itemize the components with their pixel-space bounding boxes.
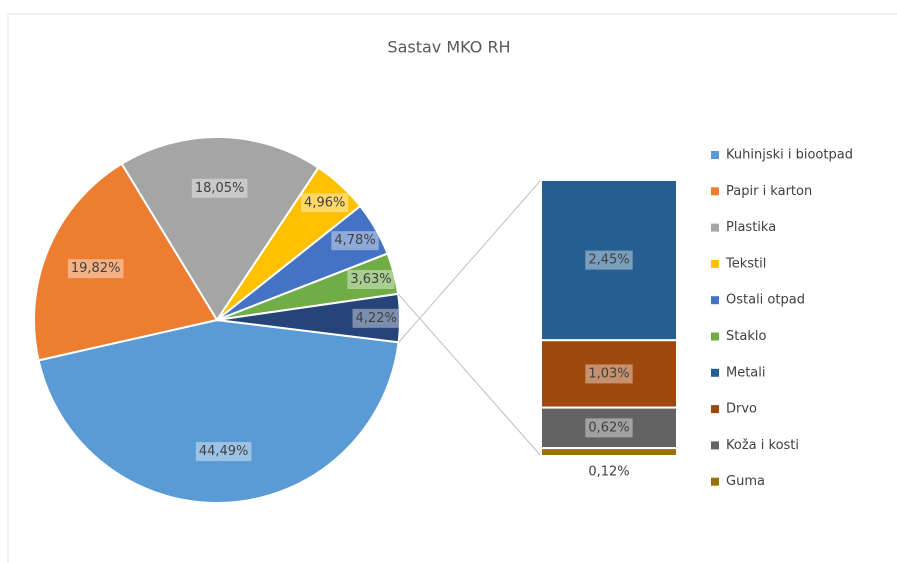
label-background (67, 259, 124, 279)
legend-swatch (711, 405, 719, 414)
data-label: 1,03% (588, 366, 629, 381)
legend-label: Tekstil (725, 256, 766, 271)
legend-swatch (711, 259, 719, 268)
legend-label: Papir i karton (726, 184, 812, 199)
legend-label: Plastika (726, 220, 776, 235)
data-label: 44,49% (199, 444, 249, 459)
legend-label: Ostali otpad (726, 293, 805, 308)
data-label: 0,12% (588, 465, 629, 480)
legend-swatch (711, 332, 719, 341)
legend-label: Koža i kosti (726, 438, 799, 453)
data-label: 4,78% (334, 233, 375, 248)
label-background (347, 270, 395, 290)
bar-segment (540, 406, 678, 450)
chart-title: Sastav MKO RH (387, 38, 510, 57)
data-label: 4,96% (304, 195, 345, 210)
label-background (195, 442, 252, 462)
data-label: 3,63% (350, 272, 391, 287)
label-background (585, 418, 633, 438)
data-label: 0,62% (588, 420, 629, 435)
label-background (585, 364, 633, 384)
legend-label: Metali (726, 365, 766, 380)
legend-swatch (711, 296, 719, 305)
label-background (585, 250, 633, 270)
pie-slice (33, 162, 219, 362)
legend-swatch (711, 151, 719, 159)
legend-label: Staklo (726, 329, 766, 344)
label-background (331, 231, 379, 251)
label-background (301, 193, 349, 213)
connector (397, 293, 542, 457)
legend-swatch (711, 187, 719, 196)
legend-swatch (711, 441, 719, 450)
data-label: 18,05% (195, 181, 245, 196)
bar-segment (540, 339, 678, 409)
legend-swatch (711, 223, 719, 232)
legend-label: Kuhinjski i biootpad (726, 148, 853, 163)
bar-segment (540, 447, 678, 458)
label-background (191, 178, 248, 198)
data-label: 19,82% (71, 261, 121, 276)
legend-label: Guma (726, 474, 765, 489)
connector (398, 179, 542, 343)
legend-swatch (711, 477, 719, 486)
pie-slice (120, 136, 320, 322)
data-label: 2,45% (588, 253, 629, 268)
pie-slice (37, 318, 400, 504)
label-background (352, 308, 400, 328)
data-label: 4,22% (356, 311, 397, 326)
legend-swatch (711, 368, 719, 377)
legend-label: Drvo (726, 402, 757, 417)
